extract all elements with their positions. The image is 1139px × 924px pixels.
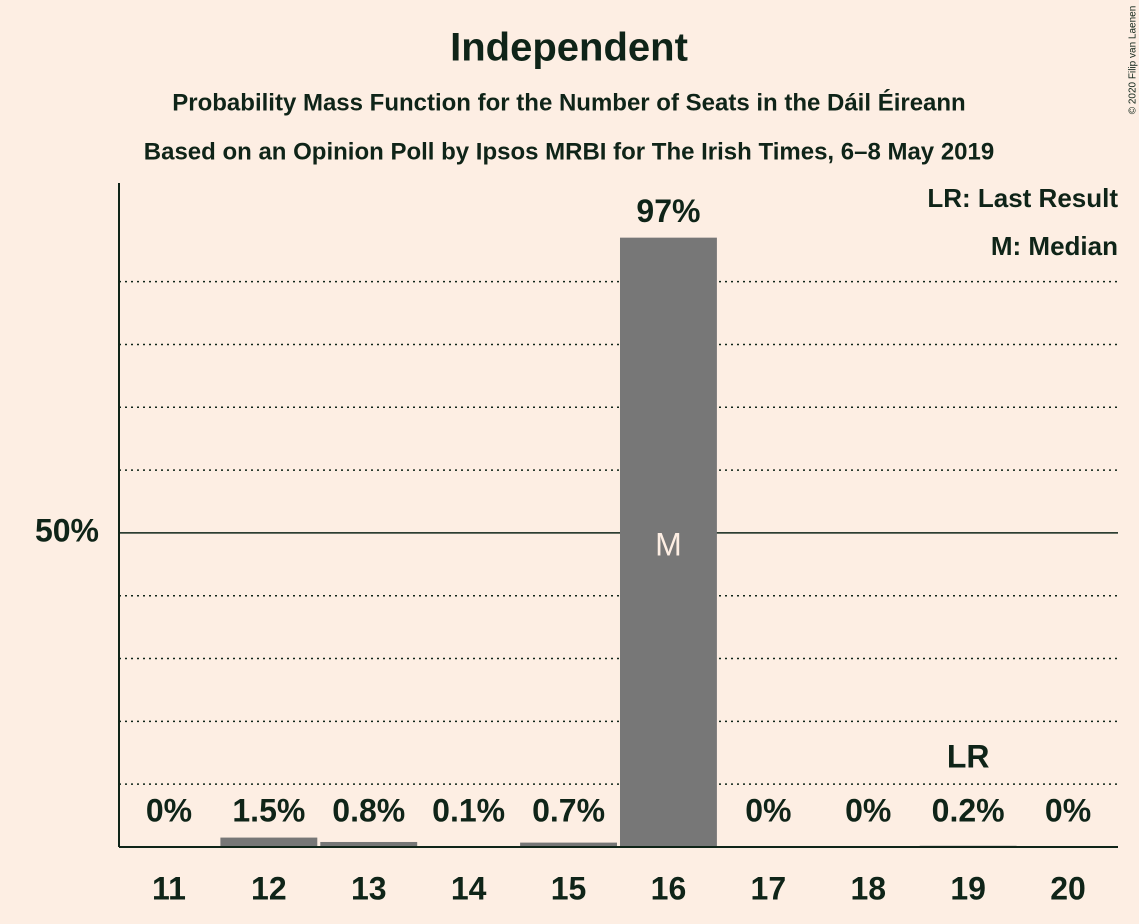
bar: [520, 842, 618, 847]
x-tick-label: 15: [551, 870, 587, 906]
marker-label: M: [655, 526, 682, 562]
x-tick-label: 20: [1050, 870, 1086, 906]
chart-subtitle: Probability Mass Function for the Number…: [172, 88, 965, 116]
value-label: 0%: [1045, 792, 1091, 828]
bar: [320, 841, 418, 847]
x-tick-label: 14: [451, 870, 487, 906]
value-label: 0.7%: [532, 792, 605, 828]
x-tick-label: 16: [651, 870, 687, 906]
x-tick-label: 11: [152, 870, 186, 906]
x-tick-label: 18: [850, 870, 886, 906]
value-label: 0%: [146, 792, 192, 828]
value-label: 0.8%: [332, 792, 405, 828]
value-label: 0.1%: [432, 792, 505, 828]
chart-title: Independent: [450, 26, 688, 70]
bar: [619, 237, 717, 848]
marker-label: LR: [947, 738, 990, 774]
value-label: 0%: [745, 792, 791, 828]
x-tick-label: 17: [751, 870, 787, 906]
copyright: © 2020 Filip van Laenen: [1128, 6, 1139, 115]
x-tick-label: 19: [950, 870, 986, 906]
legend-entry: M: Median: [991, 231, 1118, 261]
legend-entry: LR: Last Result: [927, 183, 1118, 213]
value-label: 0%: [845, 792, 891, 828]
value-label: 97%: [636, 193, 700, 229]
y-tick-label: 50%: [35, 512, 99, 548]
value-label: 1.5%: [232, 792, 305, 828]
bar: [220, 837, 318, 847]
x-tick-label: 13: [351, 870, 387, 906]
chart-subtitle: Based on an Opinion Poll by Ipsos MRBI f…: [144, 138, 994, 165]
x-tick-label: 12: [251, 870, 287, 906]
value-label: 0.2%: [932, 792, 1005, 828]
